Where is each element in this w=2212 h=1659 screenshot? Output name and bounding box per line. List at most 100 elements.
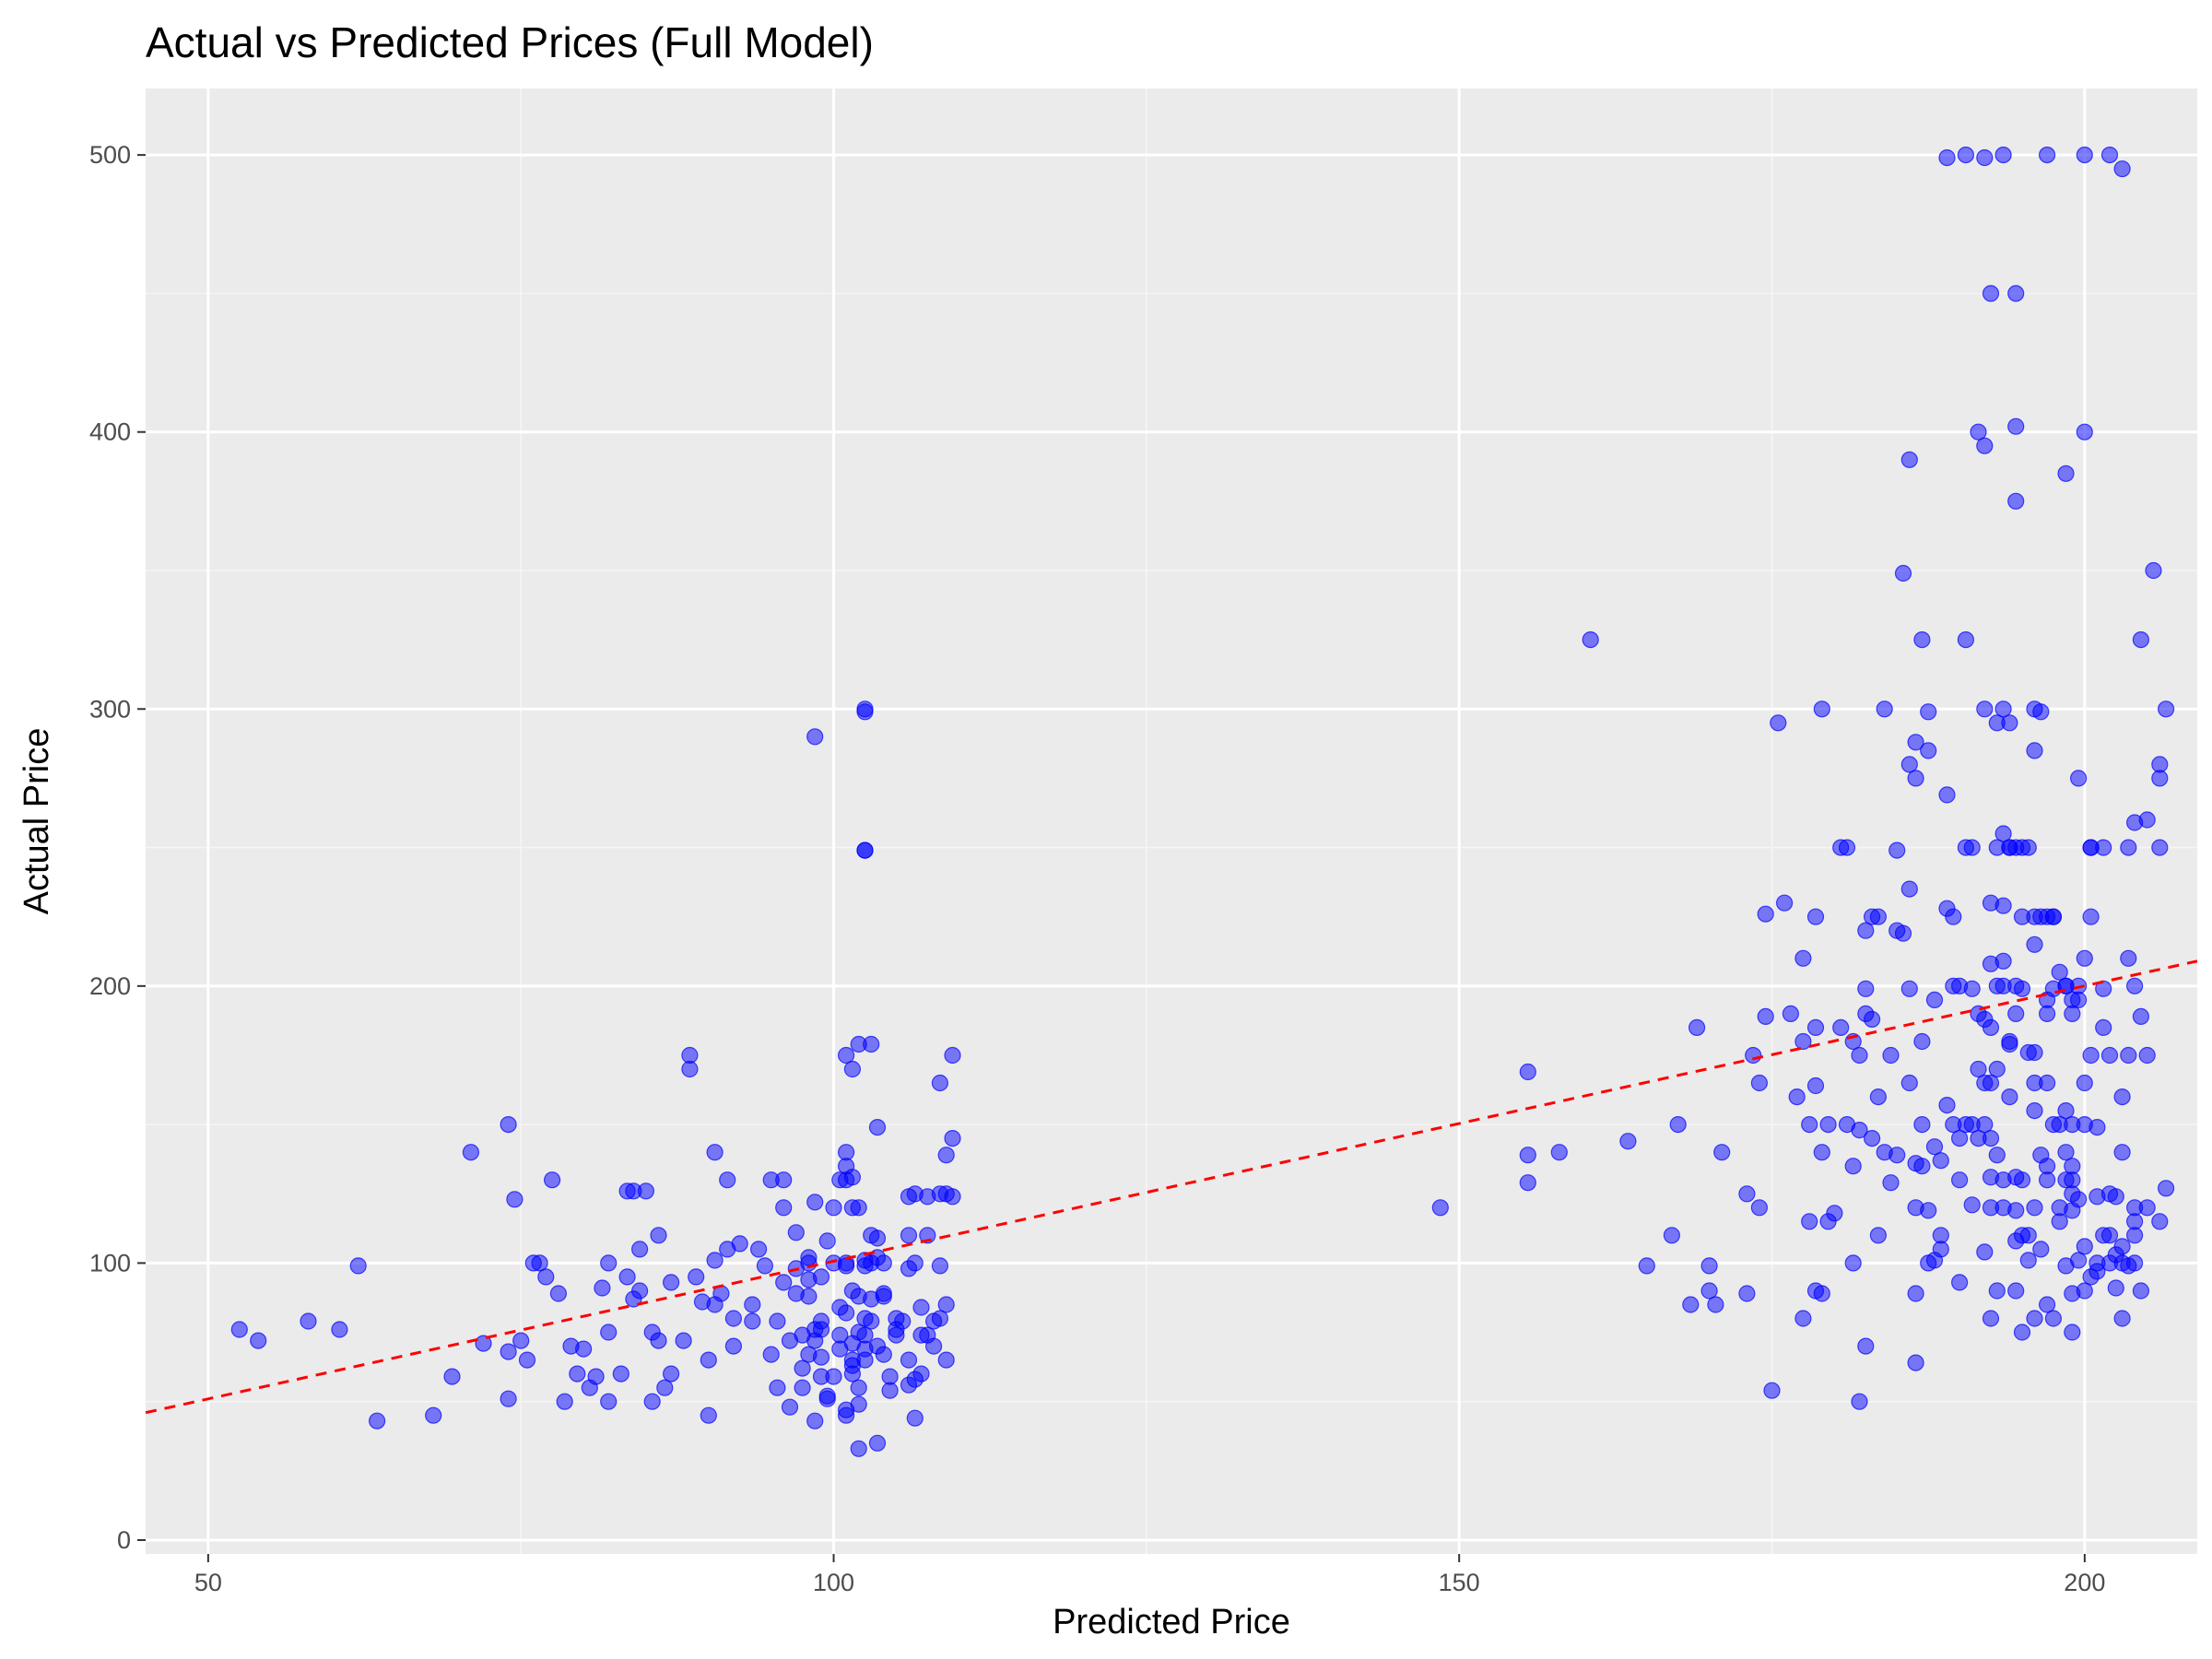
- data-point: [2007, 285, 2025, 302]
- data-point: [837, 1304, 855, 1322]
- data-point: [2007, 1282, 2025, 1300]
- data-point: [900, 1351, 918, 1369]
- data-point: [612, 1365, 629, 1382]
- data-point: [1882, 1046, 1900, 1065]
- data-point: [2001, 714, 2018, 732]
- data-point: [1801, 1213, 1818, 1230]
- data-point: [856, 703, 874, 721]
- data-point: [1988, 1282, 2006, 1300]
- data-point: [1920, 703, 1937, 721]
- data-point: [600, 1324, 618, 1341]
- data-point: [1945, 908, 1962, 925]
- data-point: [1900, 980, 1918, 997]
- data-point: [906, 1409, 924, 1427]
- data-point: [2007, 492, 2025, 510]
- data-point: [2120, 949, 2137, 967]
- data-point: [425, 1406, 442, 1424]
- data-point: [2044, 1310, 2062, 1327]
- data-point: [2145, 561, 2162, 580]
- data-point: [1638, 1257, 1655, 1275]
- data-point: [1775, 894, 1794, 912]
- data-point: [700, 1351, 717, 1369]
- data-point: [600, 1393, 618, 1410]
- y-tick-label: 300: [89, 695, 131, 723]
- data-point: [744, 1312, 761, 1330]
- data-point: [1963, 839, 1981, 856]
- data-point: [818, 1232, 836, 1250]
- data-point: [850, 1440, 867, 1457]
- data-point: [931, 1074, 949, 1092]
- data-point: [630, 1282, 649, 1300]
- data-point: [850, 1395, 867, 1413]
- data-point: [2064, 1324, 2081, 1341]
- data-point: [1582, 630, 1599, 649]
- data-point: [369, 1412, 386, 1430]
- data-point: [1619, 1133, 1637, 1150]
- data-point: [1932, 1227, 1949, 1244]
- data-point: [2138, 811, 2156, 829]
- data-point: [569, 1365, 586, 1382]
- data-point: [1750, 1074, 1769, 1092]
- data-point: [1788, 1088, 1806, 1106]
- data-point: [2007, 1202, 2025, 1219]
- data-point: [1813, 1285, 1830, 1302]
- data-point: [543, 1171, 561, 1189]
- data-point: [2076, 423, 2093, 441]
- data-point: [2138, 1199, 2156, 1217]
- data-point: [1738, 1185, 1756, 1203]
- data-point: [1832, 1018, 1850, 1037]
- data-point: [2007, 1005, 2025, 1023]
- data-point: [1669, 1115, 1687, 1134]
- data-point: [1951, 1274, 1969, 1291]
- data-point: [1913, 1158, 1931, 1175]
- data-point: [2057, 1101, 2075, 1120]
- x-axis: 50 100 150 200: [194, 1554, 2105, 1596]
- x-tick-label: 100: [813, 1569, 854, 1596]
- data-point: [875, 1288, 892, 1305]
- data-point: [1938, 149, 1956, 167]
- data-point: [2001, 1032, 2018, 1051]
- data-point: [2001, 1088, 2018, 1106]
- data-point: [1863, 1010, 1881, 1029]
- data-point: [681, 1060, 699, 1078]
- data-point: [937, 1147, 955, 1164]
- data-point: [1819, 1115, 1837, 1134]
- data-point: [1851, 1393, 1868, 1410]
- data-point: [1957, 147, 1974, 164]
- data-point: [2113, 1144, 2131, 1161]
- data-point: [2032, 703, 2050, 721]
- data-point: [2100, 1227, 2119, 1244]
- data-point: [2095, 839, 2112, 856]
- y-axis-title: Actual Price: [18, 728, 56, 915]
- data-point: [1745, 1046, 1762, 1065]
- data-point: [2070, 1252, 2088, 1269]
- data-point: [2100, 147, 2119, 164]
- y-tick-label: 200: [89, 972, 131, 1000]
- data-point: [812, 1268, 830, 1286]
- data-point: [706, 1252, 724, 1269]
- data-point: [756, 1257, 774, 1275]
- data-point: [1550, 1144, 1568, 1161]
- data-point: [831, 1326, 849, 1344]
- data-point: [1994, 825, 2012, 842]
- data-point: [806, 1412, 824, 1430]
- data-point: [794, 1379, 811, 1396]
- data-point: [924, 1337, 943, 1355]
- data-point: [1907, 734, 1924, 751]
- data-point: [944, 1129, 961, 1147]
- data-point: [912, 1299, 930, 1316]
- data-point: [2026, 935, 2043, 953]
- data-point: [843, 1169, 862, 1186]
- data-point: [937, 1296, 955, 1313]
- data-point: [1982, 1129, 2000, 1147]
- data-point: [1988, 1147, 2006, 1164]
- data-point: [556, 1393, 573, 1410]
- data-point: [1976, 149, 1994, 167]
- data-point: [1782, 1005, 1800, 1023]
- data-point: [2126, 1254, 2144, 1272]
- data-point: [931, 1257, 949, 1275]
- data-point: [868, 1434, 887, 1452]
- data-point: [512, 1332, 530, 1349]
- data-point: [825, 1199, 842, 1217]
- data-point: [600, 1254, 618, 1272]
